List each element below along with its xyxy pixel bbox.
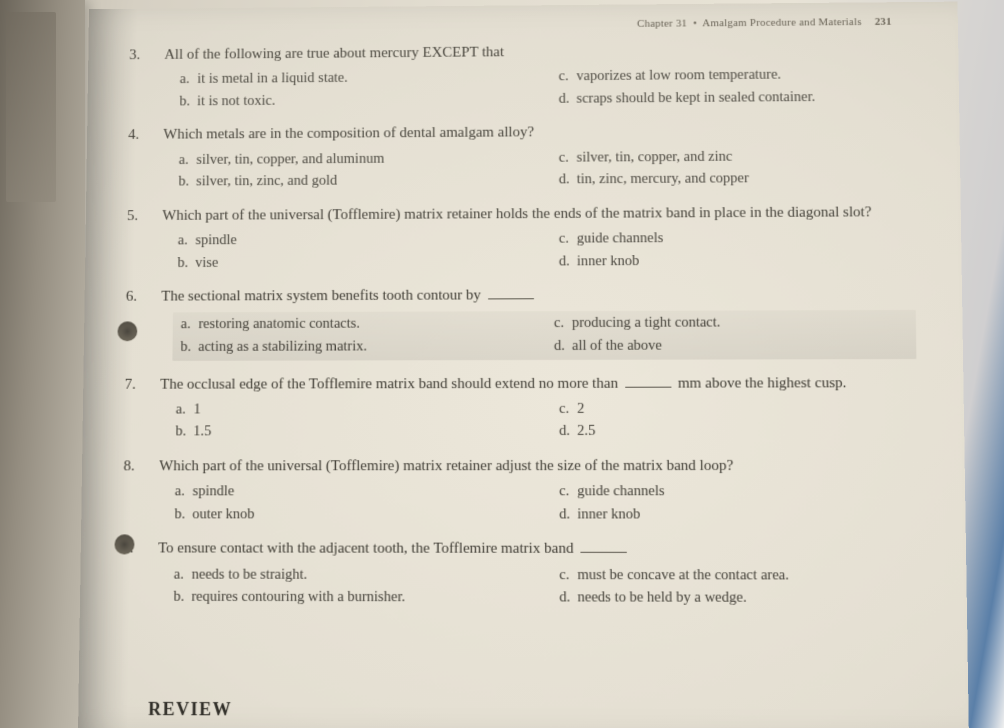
option-c: c.silver, tin, copper, and zinc bbox=[559, 146, 924, 168]
question-4: 4.Which metals are in the composition of… bbox=[145, 120, 924, 192]
option-c: c.vaporizes at low room temperature. bbox=[559, 65, 923, 87]
chapter-label: Chapter 31 bbox=[637, 18, 687, 30]
question-number: 4. bbox=[146, 125, 164, 145]
question-stem: 8.Which part of the universal (Tofflemir… bbox=[159, 456, 928, 477]
stem-suffix: mm above the highest cusp. bbox=[678, 375, 847, 391]
stem-text: The sectional matrix system benefits too… bbox=[161, 288, 481, 305]
question-stem: 3.All of the following are true about me… bbox=[164, 39, 922, 65]
question-number: 9. bbox=[140, 539, 158, 559]
question-number: 7. bbox=[142, 374, 160, 394]
stem-prefix: The occlusal edge of the Tofflemire matr… bbox=[160, 375, 618, 392]
option-d: d.2.5 bbox=[559, 422, 928, 442]
option-b: b.outer knob bbox=[174, 505, 539, 525]
chapter-title: Amalgam Procedure and Materials bbox=[702, 16, 861, 29]
question-stem: 4.Which metals are in the composition of… bbox=[163, 120, 923, 145]
option-d: d.inner knob bbox=[559, 250, 925, 271]
option-a: a.spindle bbox=[178, 230, 539, 251]
option-c: c.guide channels bbox=[559, 228, 925, 249]
question-7: 7.The occlusal edge of the Tofflemire ma… bbox=[142, 373, 928, 443]
question-8: 8.Which part of the universal (Tofflemir… bbox=[141, 456, 929, 525]
option-b: b.requires contouring with a burnisher. bbox=[173, 588, 539, 608]
fill-blank bbox=[580, 539, 626, 553]
question-number: 5. bbox=[145, 206, 163, 226]
highlighted-options-band: a.restoring anatomic contacts. c.produci… bbox=[172, 310, 916, 360]
options-grid: a.silver, tin, copper, and aluminum c.si… bbox=[178, 146, 924, 192]
footer-text: REVIEW bbox=[148, 698, 232, 720]
option-a: a.spindle bbox=[175, 482, 539, 502]
option-b: b.1.5 bbox=[175, 422, 539, 442]
option-a: a.1 bbox=[176, 400, 539, 420]
option-a: a.it is metal in a liquid state. bbox=[180, 68, 539, 90]
question-stem: 9.To ensure contact with the adjacent to… bbox=[158, 539, 929, 560]
option-b: b.silver, tin, zinc, and gold bbox=[178, 171, 539, 192]
option-a: a.silver, tin, copper, and aluminum bbox=[179, 149, 539, 170]
question-9: 9.To ensure contact with the adjacent to… bbox=[140, 539, 931, 609]
section-footer: REVIEW bbox=[148, 698, 232, 721]
option-a: a.needs to be straight. bbox=[174, 565, 540, 585]
stem-text: All of the following are true about merc… bbox=[164, 45, 504, 63]
option-d: d.scraps should be kept in sealed contai… bbox=[559, 87, 923, 109]
question-stem: 7.The occlusal edge of the Tofflemire ma… bbox=[160, 373, 927, 395]
stem-text: Which metals are in the composition of d… bbox=[163, 125, 534, 143]
stem-text: To ensure contact with the adjacent toot… bbox=[158, 541, 573, 557]
options-grid: a.1 c.2 b.1.5 d.2.5 bbox=[175, 399, 927, 442]
options-grid: a.needs to be straight. c.must be concav… bbox=[173, 565, 930, 609]
question-stem: 6.The sectional matrix system benefits t… bbox=[161, 284, 926, 307]
question-number: 6. bbox=[143, 287, 161, 307]
fill-blank bbox=[625, 374, 671, 388]
page-number: 231 bbox=[875, 16, 892, 28]
stem-text: Which part of the universal (Tofflemire)… bbox=[159, 458, 733, 474]
option-b: b.it is not toxic. bbox=[179, 90, 539, 112]
question-5: 5.Which part of the universal (Tofflemir… bbox=[144, 202, 925, 273]
options-grid: a.it is metal in a liquid state. c.vapor… bbox=[179, 65, 923, 112]
option-d: d.tin, zinc, mercury, and copper bbox=[559, 169, 924, 190]
adjacent-page-shadow bbox=[6, 12, 56, 202]
option-d: d.needs to be held by a wedge. bbox=[559, 588, 930, 609]
adjacent-page-edge bbox=[0, 0, 85, 728]
question-number: 3. bbox=[147, 45, 165, 65]
question-6: 6.The sectional matrix system benefits t… bbox=[143, 284, 927, 360]
options-grid: a.spindle c.guide channels b.vise d.inne… bbox=[177, 228, 925, 273]
option-b: b.vise bbox=[177, 252, 539, 273]
option-c: c.producing a tight contact. bbox=[554, 313, 912, 334]
option-d: d.inner knob bbox=[559, 505, 929, 525]
question-number: 8. bbox=[141, 456, 159, 476]
textbook-page: Chapter 31 • Amalgam Procedure and Mater… bbox=[78, 2, 969, 728]
options-grid: a.spindle c.guide channels b.outer knob … bbox=[174, 482, 929, 525]
stem-text: Which part of the universal (Tofflemire)… bbox=[162, 204, 871, 223]
option-c: c.2 bbox=[559, 399, 927, 419]
binder-hole bbox=[117, 321, 137, 341]
fill-blank bbox=[488, 286, 534, 300]
option-c: c.must be concave at the contact area. bbox=[559, 565, 930, 585]
question-stem: 5.Which part of the universal (Tofflemir… bbox=[162, 202, 924, 226]
running-header: Chapter 31 • Amalgam Procedure and Mater… bbox=[147, 16, 922, 34]
question-3: 3.All of the following are true about me… bbox=[146, 39, 923, 112]
option-d: d.all of the above bbox=[554, 336, 912, 357]
option-c: c.guide channels bbox=[559, 482, 928, 502]
option-b: b.acting as a stabilizing matrix. bbox=[180, 337, 534, 357]
options-grid: a.restoring anatomic contacts. c.produci… bbox=[180, 313, 912, 357]
header-bullet: • bbox=[693, 18, 697, 30]
option-a: a.restoring anatomic contacts. bbox=[181, 315, 534, 336]
